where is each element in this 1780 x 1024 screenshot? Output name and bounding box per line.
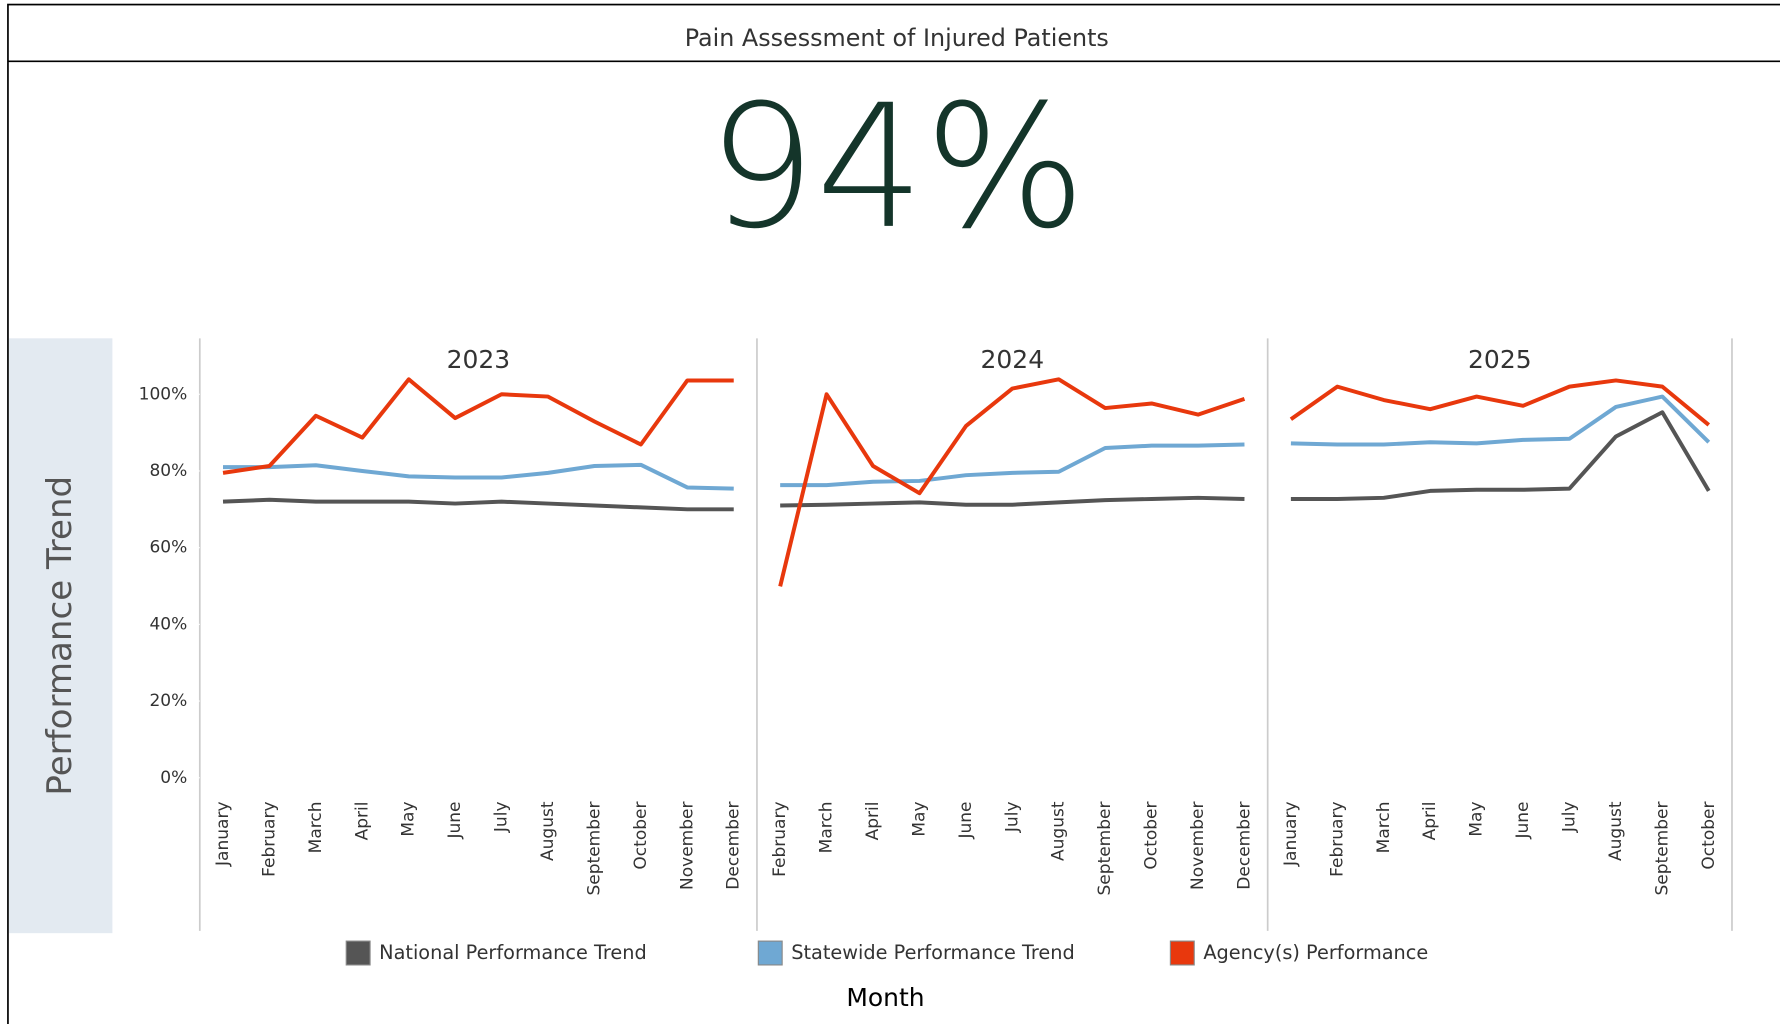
y-tick-label: 20% xyxy=(149,691,187,711)
x-tick-label: August xyxy=(538,801,558,861)
series-line xyxy=(223,462,734,491)
x-tick-label: December xyxy=(1234,801,1254,889)
series-line xyxy=(1290,410,1711,501)
x-tick-label: August xyxy=(1606,801,1626,861)
x-tick-label: May xyxy=(1467,801,1487,836)
x-tick-label: March xyxy=(1374,801,1394,853)
x-tick-label: April xyxy=(863,801,883,840)
legend-label: Statewide Performance Trend xyxy=(791,941,1074,964)
x-tick-label: July xyxy=(1002,801,1022,833)
x-tick-label: December xyxy=(724,801,744,889)
series-line xyxy=(780,442,1245,488)
y-tick-label: 60% xyxy=(149,538,187,558)
x-tick-label: November xyxy=(677,801,697,890)
legend-label: National Performance Trend xyxy=(379,941,647,964)
x-axis-title: Month xyxy=(846,983,924,1012)
x-tick-label: February xyxy=(770,801,790,876)
legend-label: Agency(s) Performance xyxy=(1203,941,1428,964)
y-axis-title: Performance Trend xyxy=(40,476,80,796)
series-line xyxy=(222,377,734,475)
x-tick-label: October xyxy=(631,801,651,869)
legend-swatch xyxy=(1169,940,1195,966)
x-tick-label: June xyxy=(445,801,465,839)
series-line xyxy=(778,377,1246,587)
x-tick-label: January xyxy=(1281,801,1301,867)
x-tick-label: March xyxy=(306,801,326,853)
panel-title: 2025 xyxy=(1468,345,1532,374)
x-tick-label: April xyxy=(1420,801,1440,840)
x-tick-label: September xyxy=(584,801,604,895)
frame xyxy=(7,3,1780,1024)
kpi-value: 94% xyxy=(708,69,1086,267)
x-tick-label: September xyxy=(1652,801,1672,895)
y-tick-label: 0% xyxy=(160,768,187,788)
series-line xyxy=(222,497,734,512)
x-tick-label: May xyxy=(399,801,419,836)
x-tick-label: October xyxy=(1699,801,1719,869)
x-tick-label: May xyxy=(909,801,929,836)
x-tick-label: July xyxy=(492,801,512,833)
y-tick-label: 40% xyxy=(149,614,187,634)
series-line xyxy=(1290,394,1711,447)
panel-title: 2024 xyxy=(981,345,1045,374)
x-tick-label: March xyxy=(817,801,837,853)
x-tick-label: April xyxy=(352,801,372,840)
legend-swatch xyxy=(345,940,371,966)
x-tick-label: October xyxy=(1142,801,1162,869)
x-tick-label: June xyxy=(1513,801,1533,839)
x-tick-label: June xyxy=(956,801,976,839)
x-tick-label: February xyxy=(1327,801,1347,876)
series-line xyxy=(780,495,1245,508)
y-tick-label: 100% xyxy=(139,384,188,404)
x-tick-label: July xyxy=(1559,801,1579,833)
dashboard-title: Pain Assessment of Injured Patients xyxy=(685,24,1109,52)
legend-swatch xyxy=(757,940,783,966)
x-tick-label: September xyxy=(1095,801,1115,895)
x-tick-label: January xyxy=(213,801,233,867)
y-tick-label: 80% xyxy=(149,461,187,481)
panel-title: 2023 xyxy=(447,345,511,374)
x-tick-label: February xyxy=(259,801,279,876)
x-tick-label: August xyxy=(1049,801,1069,861)
y-axis-title-band xyxy=(9,338,113,934)
series-line xyxy=(1289,378,1711,427)
x-tick-label: November xyxy=(1188,801,1208,890)
